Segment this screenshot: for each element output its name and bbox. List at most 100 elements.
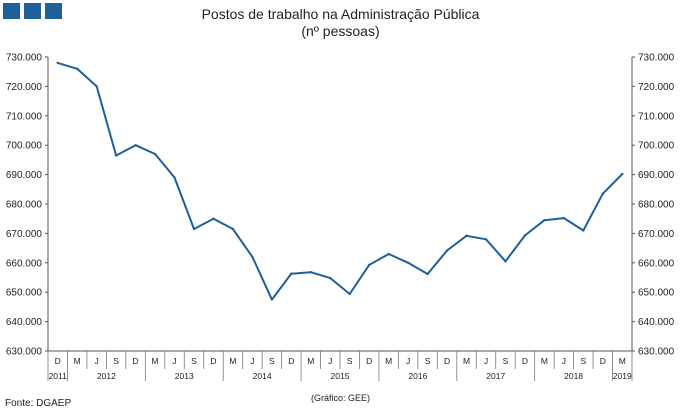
data-point <box>95 85 98 88</box>
y-tick-label-right: 660.000 <box>638 258 675 269</box>
x-tick-label: J <box>484 356 488 366</box>
y-tick-label-left: 730.000 <box>6 53 43 64</box>
data-point <box>562 216 566 220</box>
x-tick-label: J <box>172 356 176 366</box>
x-tick-label: D <box>522 356 528 366</box>
logo-square-1 <box>3 3 20 19</box>
x-tick-label: S <box>503 356 509 366</box>
year-label: 2014 <box>253 371 272 381</box>
x-tick-label: D <box>600 356 606 366</box>
data-point <box>329 276 332 280</box>
x-tick-label: D <box>288 356 294 366</box>
y-tick-label-left: 700.000 <box>6 141 43 152</box>
chart-credit: (Gráfico: GEE) <box>310 393 370 403</box>
data-point <box>309 271 312 274</box>
data-point <box>134 144 137 147</box>
x-tick-label: M <box>619 356 626 366</box>
year-label: 2019 <box>613 371 632 381</box>
year-label: 2018 <box>564 371 583 381</box>
y-tick-label-right: 710.000 <box>638 111 675 122</box>
year-label: 2013 <box>175 371 194 381</box>
data-point <box>582 229 585 232</box>
year-label: 2017 <box>486 371 505 381</box>
data-point <box>504 260 507 263</box>
x-tick-label: S <box>425 356 431 366</box>
y-tick-label-left: 670.000 <box>6 229 43 240</box>
data-point <box>76 67 79 70</box>
y-tick-label-right: 640.000 <box>638 317 675 328</box>
y-tick-label-right: 630.000 <box>638 347 675 358</box>
y-tick-label-right: 650.000 <box>638 288 675 299</box>
data-point <box>192 227 196 231</box>
y-tick-label-left: 640.000 <box>6 317 43 328</box>
data-point <box>406 261 410 264</box>
x-tick-label: M <box>74 356 81 366</box>
x-tick-label: J <box>406 356 410 366</box>
data-point <box>173 176 176 179</box>
data-point <box>251 255 254 259</box>
y-tick-label-right: 720.000 <box>638 82 675 93</box>
x-tick-label: D <box>210 356 216 366</box>
data-point <box>56 61 59 65</box>
logo-square-2 <box>24 3 41 19</box>
x-tick-label: D <box>444 356 450 366</box>
year-label: 2015 <box>331 371 350 381</box>
data-point <box>348 292 351 296</box>
y-tick-label-right: 690.000 <box>638 170 675 181</box>
x-tick-label: S <box>113 356 119 366</box>
y-tick-label-left: 650.000 <box>6 288 43 299</box>
x-tick-label: S <box>191 356 197 366</box>
y-tick-label-right: 680.000 <box>638 200 675 211</box>
year-label: 2016 <box>408 371 427 381</box>
x-tick-label: D <box>366 356 372 366</box>
x-tick-label: M <box>463 356 470 366</box>
data-point <box>543 218 546 222</box>
x-tick-label: D <box>55 356 61 366</box>
y-tick-label-right: 700.000 <box>638 141 675 152</box>
x-tick-label: J <box>250 356 254 366</box>
y-tick-label-left: 690.000 <box>6 170 43 181</box>
data-point <box>426 272 429 276</box>
series-line <box>57 61 624 301</box>
data-point <box>484 238 488 241</box>
x-tick-label: J <box>95 356 99 366</box>
x-tick-label: M <box>152 356 159 366</box>
data-point <box>290 272 293 275</box>
x-tick-label: M <box>229 356 236 366</box>
x-tick-label: S <box>269 356 275 366</box>
x-tick-label: J <box>328 356 332 366</box>
data-point <box>153 152 157 156</box>
y-tick-label-right: 730.000 <box>638 53 675 64</box>
x-tick-label: D <box>133 356 139 366</box>
data-point <box>621 172 624 176</box>
year-label: 2011 <box>49 371 68 381</box>
data-point <box>231 227 235 231</box>
y-tick-label-left: 630.000 <box>6 347 43 358</box>
logo-square-3 <box>45 3 62 19</box>
x-tick-label: M <box>541 356 548 366</box>
y-tick-label-left: 720.000 <box>6 82 43 93</box>
y-tick-label-left: 710.000 <box>6 111 43 122</box>
data-point <box>387 252 390 256</box>
data-point <box>523 234 527 237</box>
chart-subtitle: (nº pessoas) <box>301 23 380 39</box>
y-tick-label-left: 660.000 <box>6 258 43 269</box>
data-point <box>212 217 215 220</box>
data-point <box>270 298 274 301</box>
y-tick-label-right: 670.000 <box>638 229 675 240</box>
y-tick-label-left: 680.000 <box>6 200 43 211</box>
data-point <box>601 192 604 195</box>
chart-title: Postos de trabalho na Administração Públ… <box>201 6 480 22</box>
data-point <box>368 263 371 267</box>
year-label: 2012 <box>97 371 116 381</box>
data-point <box>114 154 118 157</box>
x-tick-label: S <box>580 356 586 366</box>
data-point <box>445 249 449 252</box>
x-tick-label: M <box>307 356 314 366</box>
data-point <box>465 234 468 237</box>
x-tick-label: M <box>385 356 392 366</box>
source-note: Fonte: DGAEP <box>5 398 72 409</box>
x-tick-label: J <box>562 356 566 366</box>
x-tick-label: S <box>347 356 353 366</box>
